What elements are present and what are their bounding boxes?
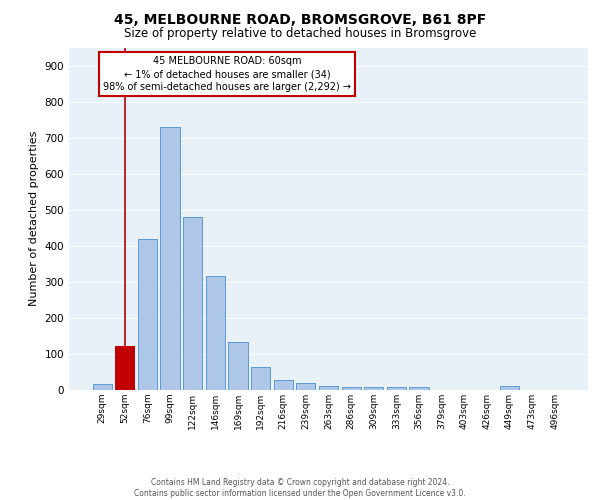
Text: Contains HM Land Registry data © Crown copyright and database right 2024.
Contai: Contains HM Land Registry data © Crown c…: [134, 478, 466, 498]
Bar: [500, 386, 519, 390]
Bar: [138, 238, 157, 390]
Bar: [206, 276, 225, 390]
Bar: [387, 387, 406, 390]
Text: 45 MELBOURNE ROAD: 60sqm
← 1% of detached houses are smaller (34)
98% of semi-de: 45 MELBOURNE ROAD: 60sqm ← 1% of detache…: [103, 56, 351, 92]
Bar: [319, 386, 338, 390]
Bar: [160, 127, 180, 390]
Text: 45, MELBOURNE ROAD, BROMSGROVE, B61 8PF: 45, MELBOURNE ROAD, BROMSGROVE, B61 8PF: [114, 12, 486, 26]
Bar: [92, 384, 112, 390]
Bar: [183, 217, 202, 390]
Bar: [251, 368, 270, 390]
Bar: [229, 342, 248, 390]
Bar: [115, 346, 134, 390]
Bar: [364, 387, 383, 390]
Bar: [296, 383, 316, 390]
Bar: [409, 387, 428, 390]
Bar: [274, 380, 293, 390]
Text: Size of property relative to detached houses in Bromsgrove: Size of property relative to detached ho…: [124, 28, 476, 40]
Bar: [341, 387, 361, 390]
Y-axis label: Number of detached properties: Number of detached properties: [29, 131, 39, 306]
